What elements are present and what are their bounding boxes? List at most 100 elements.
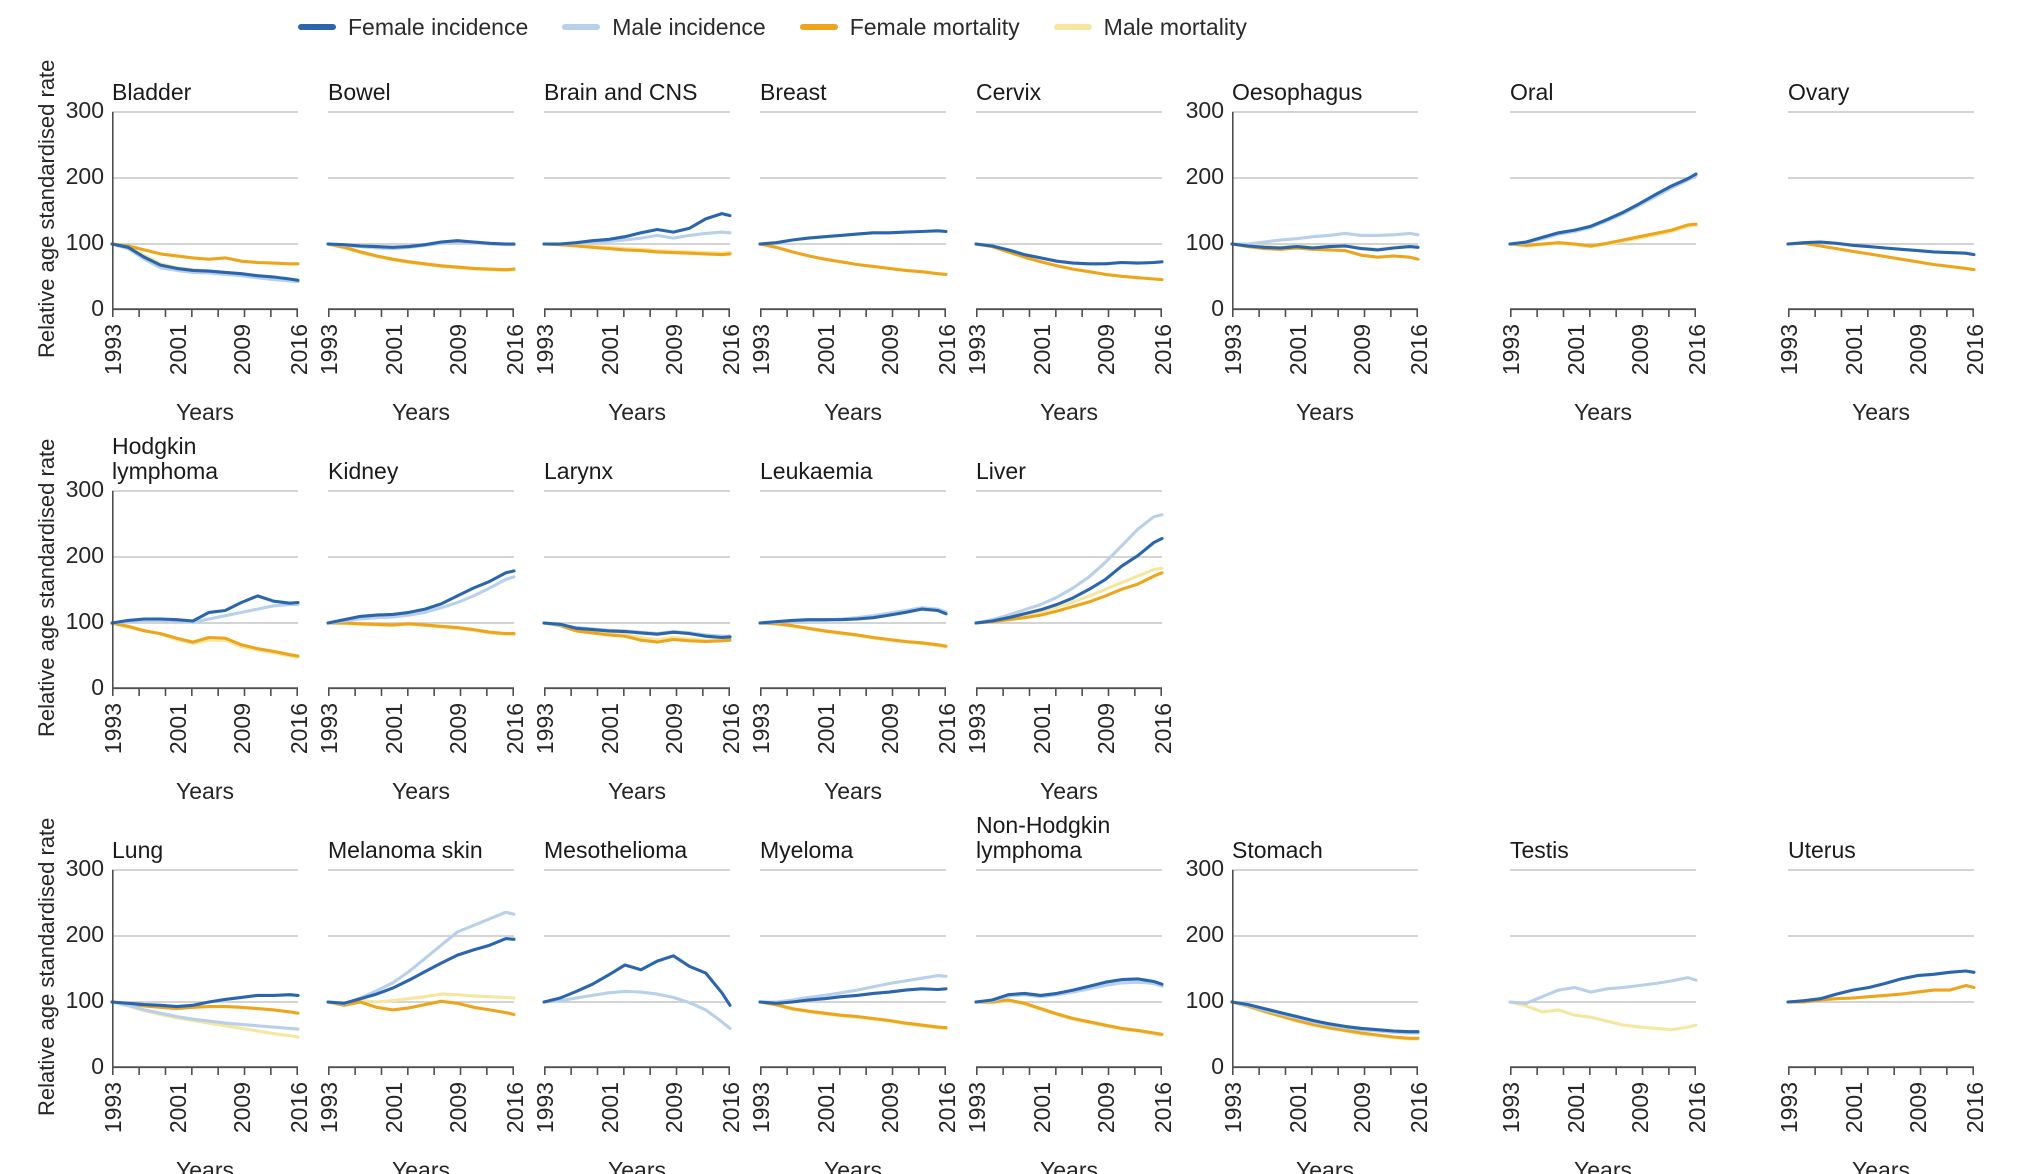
x-tick-label-2009: 2009 <box>1349 1082 1376 1134</box>
series-line-female-incidence <box>326 937 516 1005</box>
x-tick-label-2016: 2016 <box>1962 1082 1988 1134</box>
panel-plot <box>758 111 948 317</box>
x-axis-title: Years <box>1574 399 1632 425</box>
y-axis-tick-labels: 0 100 200 300 <box>64 855 112 1079</box>
panel-plot <box>542 111 732 317</box>
series-line-female-incidence <box>1786 240 1976 257</box>
panel-title: Uterus <box>1788 837 1856 864</box>
x-tick-label-2009: 2009 <box>229 324 256 376</box>
legend-swatch-male-mortality <box>1053 24 1092 30</box>
series-line-female-incidence <box>326 569 516 625</box>
panel-title: Leukaemia <box>760 458 873 485</box>
x-tick-label-2001: 2001 <box>380 1082 407 1134</box>
panel-stomach: Stomach 1993 2001 2009 2016 Years <box>1220 808 1432 1174</box>
x-axis-tick-labels: 1993 2001 2009 2016 <box>1498 319 1710 399</box>
x-tick-label-1993: 1993 <box>532 324 558 376</box>
y-tick-label-300: 300 <box>1185 97 1224 124</box>
y-axis-title: Relative age standardised rate <box>34 438 59 738</box>
x-tick-label-2009: 2009 <box>661 703 688 755</box>
panel-title: Brain and CNS <box>544 79 698 106</box>
x-tick-label-2009: 2009 <box>1905 324 1932 376</box>
x-tick-label-2016: 2016 <box>718 324 744 376</box>
panel-breast: Breast 1993 2001 2009 2016 Years <box>748 50 960 425</box>
x-axis-tick-labels: 1993 2001 2009 2016 <box>316 1077 528 1157</box>
panel-plot <box>1786 111 1976 317</box>
panel-testis: Testis 1993 2001 2009 2016 Years <box>1498 808 1710 1174</box>
series-line-female-mortality <box>974 571 1164 625</box>
x-tick-label-2016: 2016 <box>1406 1082 1432 1134</box>
x-tick-label-2016: 2016 <box>934 324 960 376</box>
panel-title: Melanoma skin <box>328 837 483 864</box>
x-tick-label-1993: 1993 <box>316 1082 342 1134</box>
x-tick-label-1993: 1993 <box>1220 1082 1246 1134</box>
x-tick-label-2001: 2001 <box>164 324 191 376</box>
y-tick-label-200: 200 <box>1185 921 1224 948</box>
x-tick-label-2016: 2016 <box>718 1082 744 1134</box>
panel-group-right: Oesophagus 1993 2001 2009 2016 Years Oral 1993 2… <box>1220 50 1988 425</box>
series-line-female-incidence <box>1230 242 1420 252</box>
panel-title: Myeloma <box>760 837 854 864</box>
y-axis-tick-labels: 0 100 200 300 <box>1184 97 1232 321</box>
x-tick-label-2001: 2001 <box>1562 324 1589 376</box>
series-line-female-incidence <box>974 536 1164 625</box>
x-tick-label-2001: 2001 <box>380 703 407 755</box>
x-tick-label-2001: 2001 <box>1028 324 1055 376</box>
x-tick-label-1993: 1993 <box>100 1082 126 1134</box>
y-tick-label-200: 200 <box>65 921 104 948</box>
x-tick-label-1993: 1993 <box>964 324 990 376</box>
x-axis-tick-labels: 1993 2001 2009 2016 <box>1776 1077 1988 1157</box>
panel-plot <box>974 111 1164 317</box>
panel-title: Liver <box>976 458 1026 485</box>
series-line-female-mortality <box>110 621 300 658</box>
x-axis-title: Years <box>392 778 450 804</box>
x-tick-label-2001: 2001 <box>1028 703 1055 755</box>
panel-group-left: Lung 1993 2001 2009 2016 Years Melanoma skin 19… <box>100 808 1176 1174</box>
panel-group-left: Hodgkin lymphoma 1993 2001 2009 2016 Years Kid… <box>100 429 1176 804</box>
x-tick-label-1993: 1993 <box>100 703 126 755</box>
x-tick-label-2016: 2016 <box>502 703 528 755</box>
series-line-female-mortality <box>758 242 948 276</box>
panel-kidney: Kidney 1993 2001 2009 2016 Years <box>316 429 528 804</box>
y-tick-label-300: 300 <box>65 855 104 882</box>
panel-plot <box>1786 869 1976 1075</box>
series-line-female-mortality <box>326 242 516 272</box>
panel-larynx: Larynx 1993 2001 2009 2016 Years <box>532 429 744 804</box>
chart-grid: Relative age standardised rate 0 100 200 300… <box>30 50 2032 1174</box>
x-axis-title: Years <box>824 1157 882 1174</box>
x-axis-tick-labels: 1993 2001 2009 2016 <box>316 319 528 399</box>
legend-label: Male incidence <box>612 13 766 40</box>
x-tick-label-2016: 2016 <box>286 324 312 376</box>
panel-title: Breast <box>760 79 827 106</box>
x-tick-label-2001: 2001 <box>1028 1082 1055 1134</box>
x-axis-title: Years <box>176 1157 234 1174</box>
x-tick-label-1993: 1993 <box>1220 324 1246 376</box>
x-axis-tick-labels: 1993 2001 2009 2016 <box>1776 319 1988 399</box>
x-axis-tick-labels: 1993 2001 2009 2016 <box>964 319 1176 399</box>
panel-bladder: Bladder 1993 2001 2009 2016 Years <box>100 50 312 425</box>
panel-plot <box>542 869 732 1075</box>
panel-melanoma-skin: Melanoma skin 1993 2001 2009 2016 Years <box>316 808 528 1174</box>
x-tick-label-2001: 2001 <box>596 1082 623 1134</box>
panel-plot <box>758 490 948 696</box>
y-axis-title: Relative age standardised rate <box>34 59 59 359</box>
panel-plot <box>1230 111 1420 317</box>
y-tick-label-200: 200 <box>1185 163 1224 190</box>
panel-plot <box>326 111 516 317</box>
series-line-male-mortality <box>326 242 516 272</box>
panel-title: Larynx <box>544 458 614 485</box>
x-tick-label-1993: 1993 <box>1498 324 1524 376</box>
series-line-female-incidence <box>110 242 300 282</box>
y-tick-label-300: 300 <box>1185 855 1224 882</box>
panel-lung: Lung 1993 2001 2009 2016 Years <box>100 808 312 1174</box>
legend-item-female-incidence: Female incidence <box>298 14 528 41</box>
series-line-female-mortality <box>974 998 1164 1036</box>
x-tick-label-2009: 2009 <box>445 1082 472 1134</box>
x-axis-title: Years <box>1852 1157 1910 1174</box>
x-tick-label-2009: 2009 <box>1093 1082 1120 1134</box>
panel-title: Lung <box>112 837 164 864</box>
x-tick-label-2009: 2009 <box>229 1082 256 1134</box>
x-tick-label-2009: 2009 <box>1093 324 1120 376</box>
x-tick-label-1993: 1993 <box>1776 324 1802 376</box>
x-axis-title: Years <box>392 1157 450 1174</box>
panel-plot <box>974 490 1164 696</box>
